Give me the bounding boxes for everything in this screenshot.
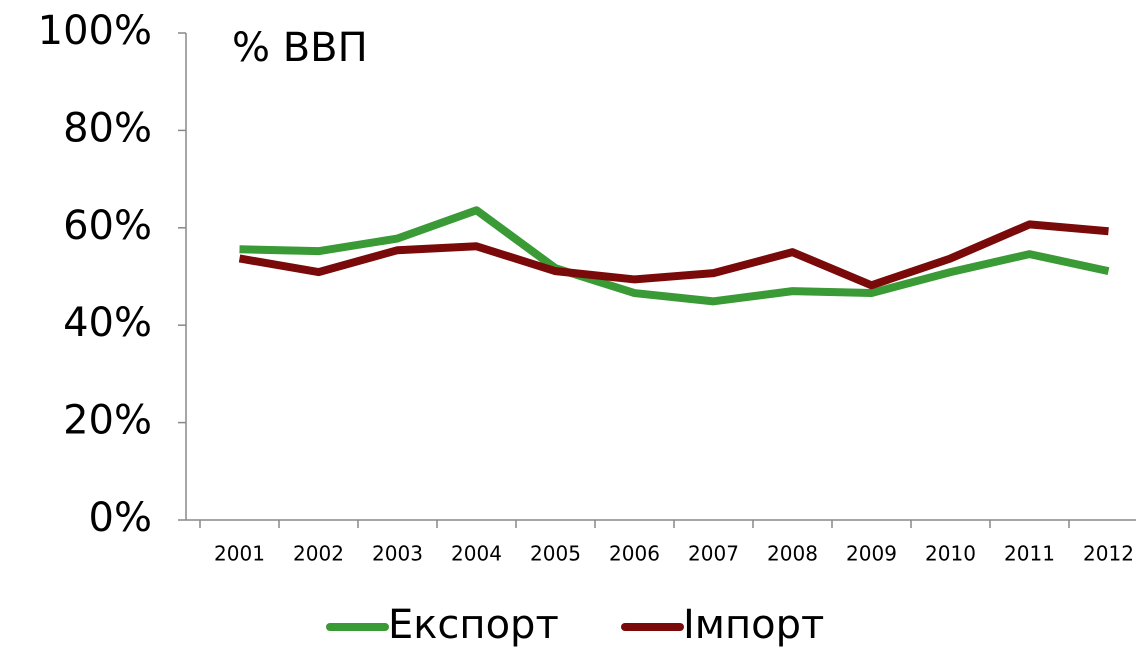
x-tick-label: 2008 — [767, 542, 818, 566]
annotation: % ВВП — [232, 25, 368, 71]
y-tick-label: 20% — [63, 398, 152, 444]
y-tick-label: 60% — [63, 203, 152, 249]
x-tick-label: 2011 — [1004, 542, 1055, 566]
x-tick-label: 2007 — [688, 542, 739, 566]
y-tick-label: 100% — [38, 8, 152, 54]
x-tick-label: 2002 — [293, 542, 344, 566]
y-tick-label: 80% — [63, 105, 152, 151]
legend-label: Експорт — [388, 602, 559, 648]
x-tick-label: 2005 — [530, 542, 581, 566]
x-tick-label: 2003 — [372, 542, 423, 566]
legend-label: Імпорт — [683, 602, 824, 648]
series-line — [238, 220, 1109, 290]
y-tick-label: 40% — [63, 300, 152, 346]
x-tick-label: 2012 — [1083, 542, 1134, 566]
x-tick-label: 2004 — [451, 542, 502, 566]
series-line — [239, 206, 1110, 306]
y-tick-label: 0% — [89, 495, 152, 541]
x-tick-label: 2009 — [846, 542, 897, 566]
x-tick-label: 2006 — [609, 542, 660, 566]
x-tick-label: 2001 — [214, 542, 265, 566]
x-tick-label: 2010 — [925, 542, 976, 566]
